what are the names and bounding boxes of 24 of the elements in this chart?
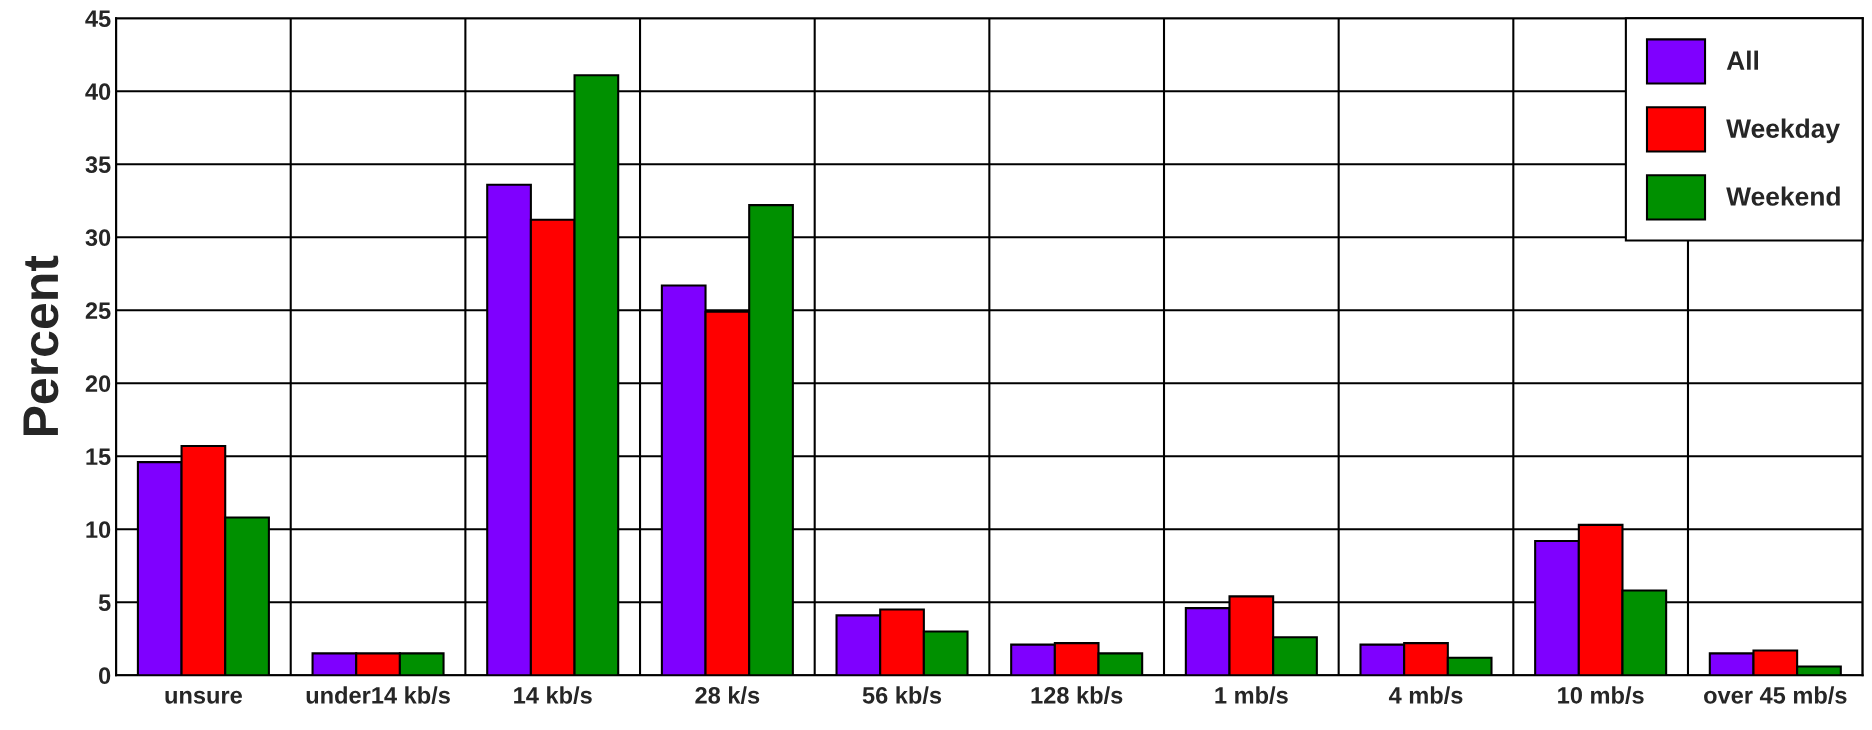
y-tick-label: 15 [86,448,111,466]
y-tick-label: 30 [85,229,111,247]
y-tick-label: 20 [85,375,111,393]
y-tick-label: 5 [98,594,111,612]
legend-label: Weekday [1726,118,1840,144]
x-tick-label: 10 mb/s [1558,686,1644,704]
y-axis-title: Percent [23,255,59,436]
y-tick-label: 0 [99,667,111,685]
y-tick-label: 35 [85,156,111,174]
y-tick-label: 10 [86,521,111,539]
y-tick-label: 25 [85,302,111,320]
x-tick-label: under14 kb/s [306,686,450,704]
legend-label: All [1726,50,1758,70]
x-tick-label: 1 mb/s [1215,686,1288,704]
y-tick-label: 45 [85,10,111,28]
x-tick-label: 56 kb/s [862,686,942,704]
x-tick-label: 128 kb/s [1031,686,1123,704]
x-tick-label: 28 k/s [695,686,760,704]
legend-label: Weekend [1726,186,1840,206]
x-tick-label: 4 mb/s [1388,686,1463,704]
y-tick-label: 40 [85,83,111,101]
x-tick-label: over 45 mb/s [1704,686,1847,704]
x-tick-label: 14 kb/s [514,686,592,704]
x-tick-label: unsure [165,690,242,704]
